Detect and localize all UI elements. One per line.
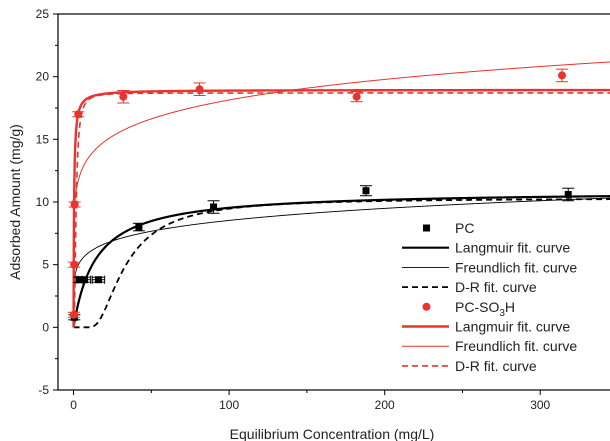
legend-label: Freundlich fit. curve [455, 338, 577, 354]
legend-label: D-R fit. curve [455, 279, 537, 295]
legend-entry: PC-SO3H [422, 299, 515, 319]
legend-label: Freundlich fit. curve [455, 259, 577, 275]
legend-label: D-R fit. curve [455, 358, 537, 374]
legend-entry: D-R fit. curve [402, 358, 537, 374]
legend-marker [422, 302, 431, 311]
legend-entry: Langmuir fit. curve [402, 319, 570, 335]
data-point [135, 223, 143, 231]
data-point [352, 92, 361, 101]
legend-entry: D-R fit. curve [402, 279, 537, 295]
y-tick-label: 15 [36, 132, 50, 146]
y-axis-label: Adsorbed Amount (mg/g) [7, 124, 23, 280]
legend-entry: Freundlich fit. curve [402, 259, 577, 275]
data-point [80, 276, 88, 284]
fit-curves [72, 61, 610, 329]
legend-entry: Freundlich fit. curve [402, 338, 577, 354]
y-tick-label: 25 [36, 7, 50, 21]
y-tick-label: 10 [36, 195, 50, 209]
x-tick-label: 100 [219, 398, 239, 412]
legend-marker [423, 224, 430, 232]
y-tick-label: -5 [38, 383, 49, 397]
axis-ticks: 0 100 200 300 -5 0 5 10 15 20 25 [36, 7, 551, 412]
data-point [70, 200, 79, 209]
fit-curve [73, 198, 610, 329]
y-tick-label: 5 [42, 258, 49, 272]
legend-label: PC-SO3H [455, 299, 515, 319]
fit-curve [72, 88, 610, 328]
data-point [74, 110, 83, 119]
data-point [564, 190, 572, 198]
x-tick-label: 200 [375, 398, 395, 412]
y-tick-label: 20 [36, 70, 50, 84]
legend-entry: PC [423, 220, 474, 236]
x-tick-label: 0 [70, 398, 77, 412]
data-point [195, 85, 204, 94]
data-point [119, 92, 128, 101]
y-tick-label: 0 [42, 320, 49, 334]
legend: PC Langmuir fit. curve Freundlich fit. cur… [402, 220, 577, 374]
data-point [69, 310, 78, 319]
legend-label: Langmuir fit. curve [455, 240, 570, 256]
data-point [94, 276, 102, 284]
data-point [210, 203, 218, 211]
x-tick-label: 300 [530, 398, 550, 412]
legend-entry: Langmuir fit. curve [402, 240, 570, 256]
data-points [67, 68, 575, 321]
fit-curve [73, 61, 610, 328]
legend-label: Langmuir fit. curve [455, 319, 570, 335]
fit-curve [73, 92, 610, 329]
legend-label: PC [455, 220, 474, 236]
fit-curve [73, 197, 610, 328]
data-point [70, 260, 79, 269]
data-point [362, 187, 370, 195]
data-point [558, 71, 566, 80]
x-axis-label: Equilibrium Concentration (mg/L) [230, 426, 435, 441]
